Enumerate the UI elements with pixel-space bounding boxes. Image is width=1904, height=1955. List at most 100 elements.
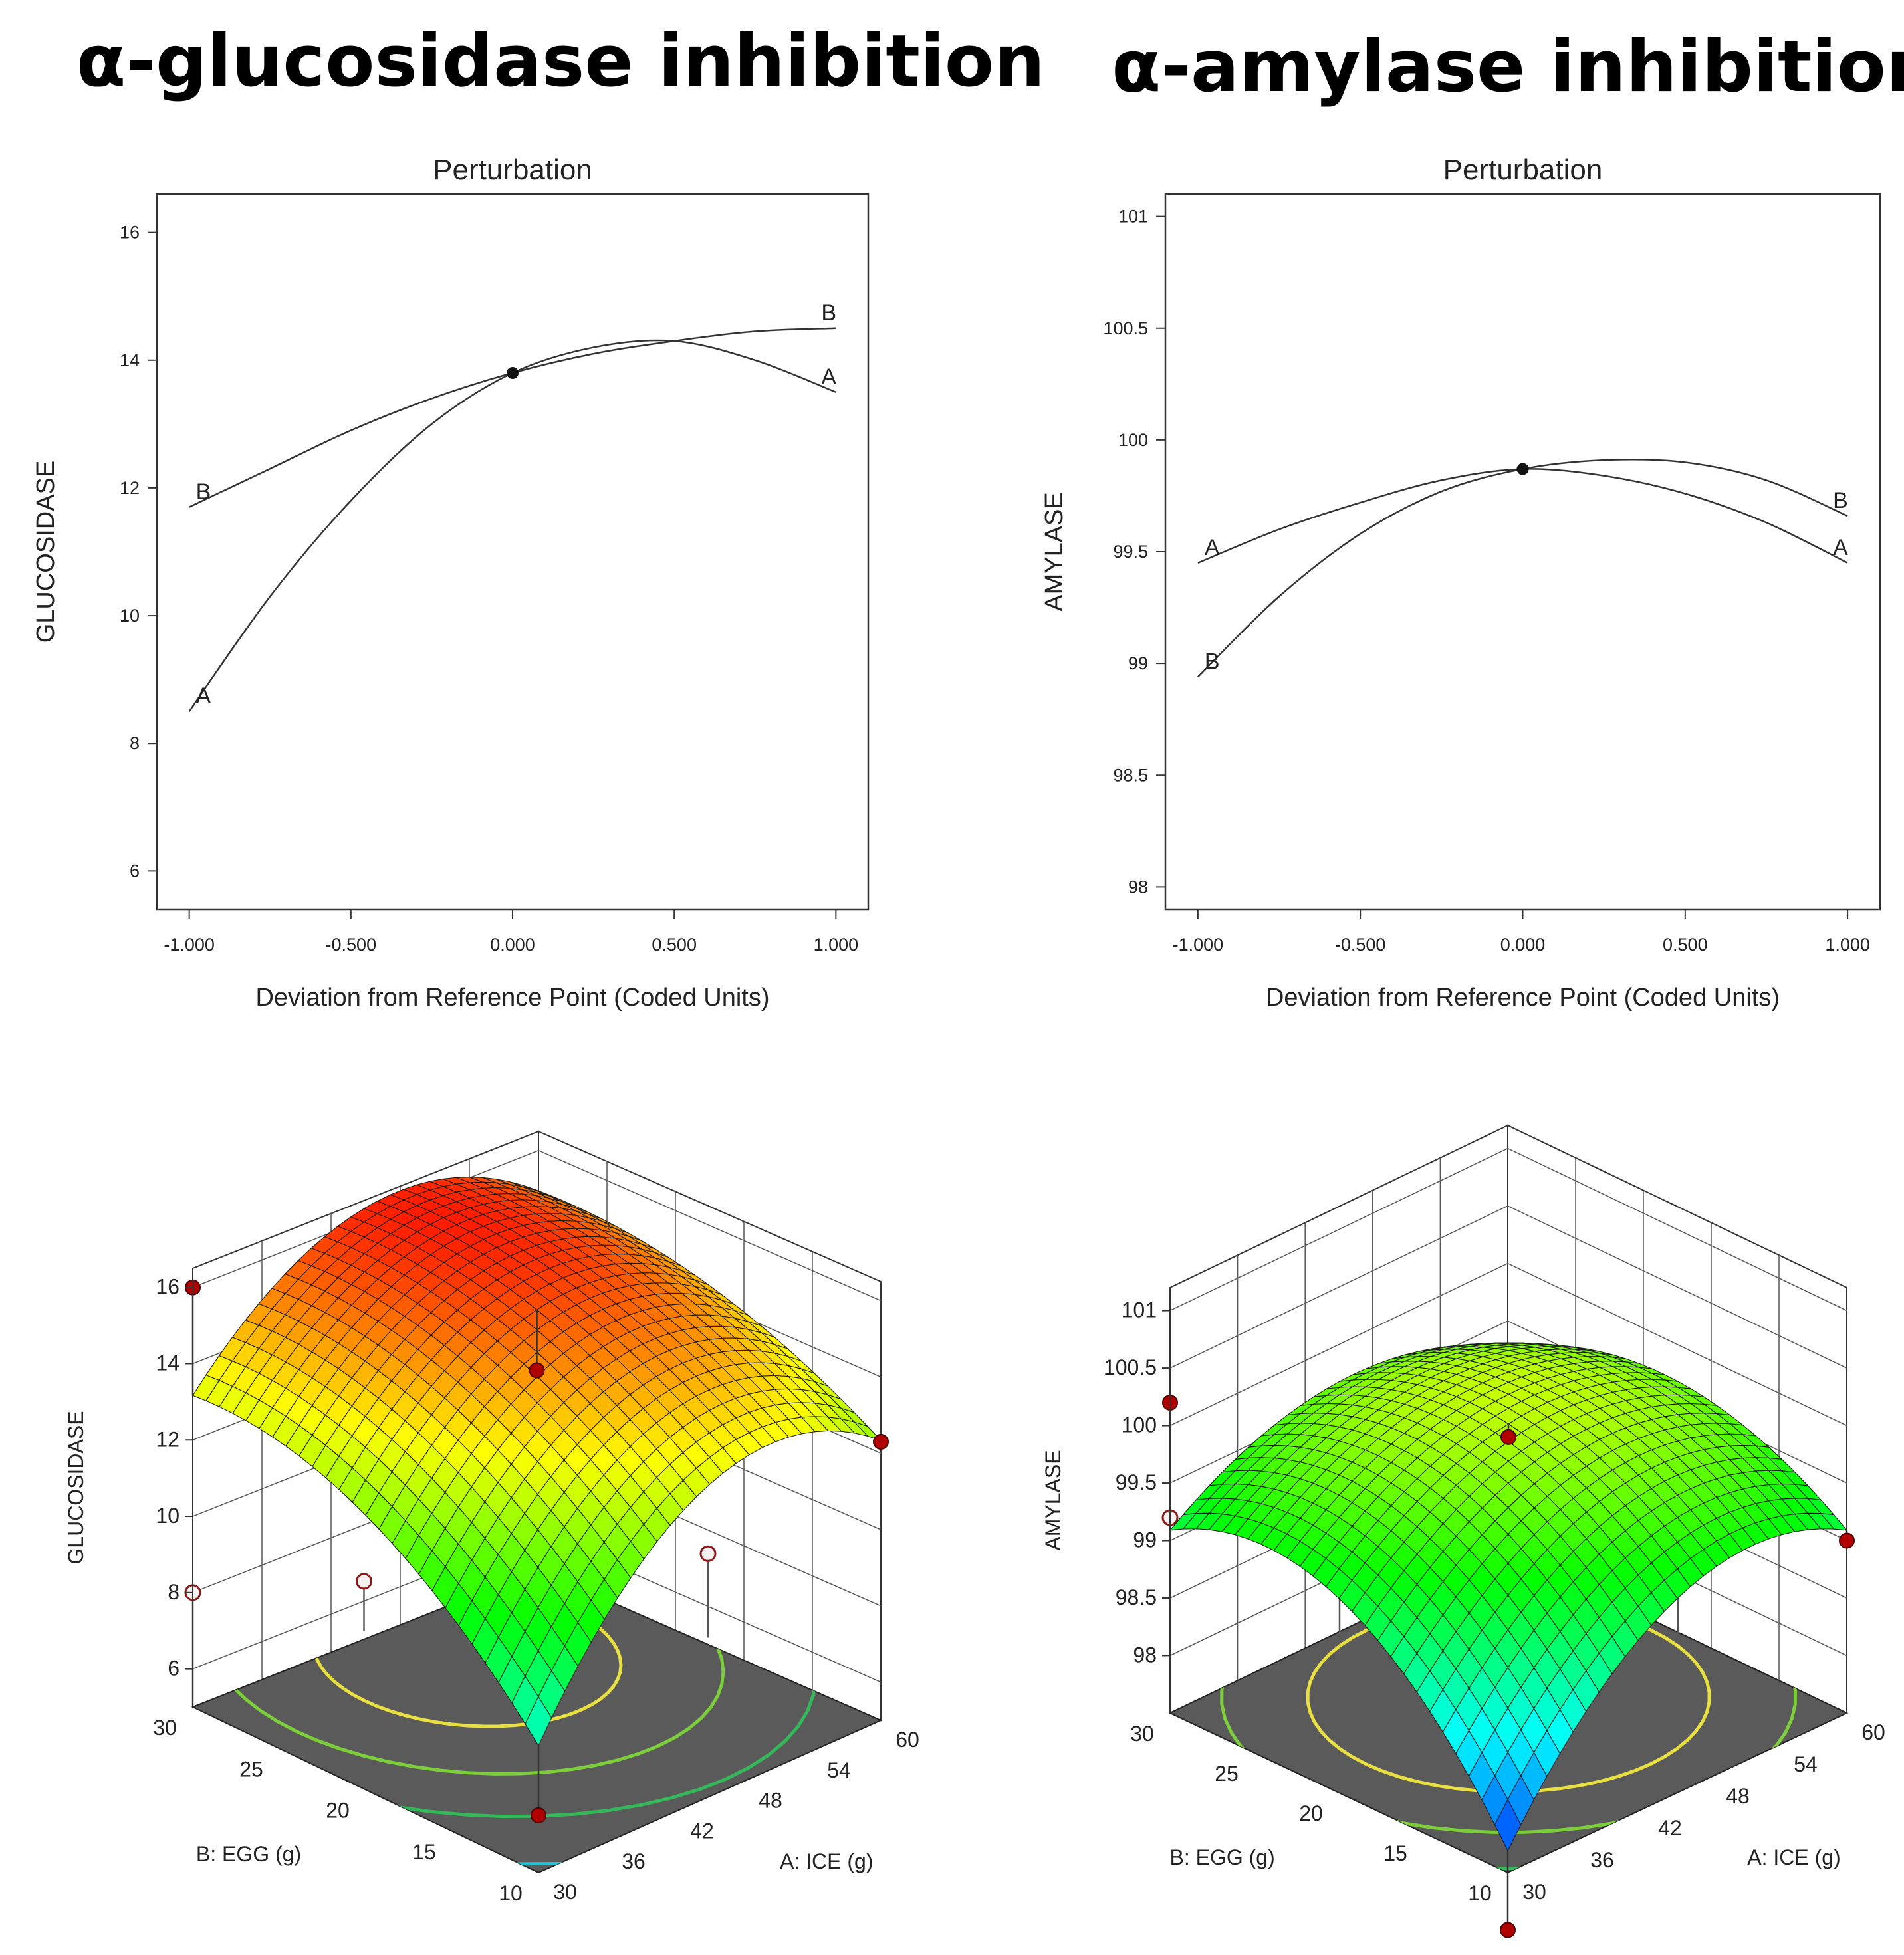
z-tick-label: 10: [156, 1504, 179, 1528]
design-point-above: [531, 1807, 546, 1823]
b-tick-label: 15: [412, 1840, 436, 1864]
b-tick-label: 25: [239, 1757, 263, 1781]
y-tick-label: 99.5: [1113, 542, 1148, 562]
a-tick-label: 54: [827, 1758, 851, 1782]
y-tick-label: 12: [120, 478, 140, 498]
response-surface: [192, 1177, 882, 1747]
curve-label-start: A: [196, 683, 211, 709]
glu-3d-plot: 6 8 10 12 14 16 GLUCOSIDASE 30 36 42 48 54 60 A: ICE …: [64, 1130, 919, 1905]
a-tick-label: 42: [1658, 1816, 1682, 1840]
curve-a: [1197, 468, 1848, 564]
y-tick-label: 100: [1118, 430, 1148, 450]
reference-point: [507, 367, 519, 379]
a-tick-label: 48: [759, 1789, 782, 1813]
curve-label-start: B: [196, 479, 211, 505]
design-point-above: [1500, 1922, 1516, 1938]
y-axis-title: GLUCOSIDASE: [32, 461, 60, 643]
x-tick-label: -1.000: [1173, 935, 1224, 955]
plot-frame: [1164, 193, 1881, 911]
z-tick-label: 8: [168, 1580, 179, 1604]
z-tick-label: 14: [156, 1351, 179, 1375]
left-panel-title: α-glucosidase inhibition: [76, 20, 1045, 103]
a-tick-label: 60: [895, 1728, 919, 1752]
y-tick-label: 98.5: [1113, 765, 1148, 785]
wall-gridline: [1169, 1147, 1847, 1312]
curve-label-start: A: [1205, 535, 1220, 560]
plot-frame: [156, 193, 870, 911]
amy-3d-plot: 98 98.5 99 99.5 100 100.5 101 AMYLASE 30 36 42 48 54…: [1041, 1124, 1885, 1938]
y-tick-label: 100.5: [1103, 318, 1148, 338]
y-tick-label: 101: [1118, 207, 1148, 227]
b-tick-label: 10: [1468, 1881, 1492, 1905]
z-tick-label: 101: [1122, 1298, 1157, 1322]
a-tick-label: 60: [1861, 1720, 1885, 1744]
response-surface: [1169, 1342, 1848, 1852]
plot-title: Perturbation: [1443, 154, 1603, 186]
surface-patch: [1494, 1799, 1522, 1852]
y-tick-label: 14: [120, 350, 140, 370]
a-tick-label: 36: [622, 1849, 646, 1873]
b-tick-label: 30: [1130, 1722, 1154, 1746]
a-tick-label: 36: [1590, 1848, 1614, 1872]
z-tick-label: 100: [1122, 1413, 1157, 1437]
x-tick-label: 0.500: [652, 935, 697, 955]
a-tick-label: 42: [690, 1819, 714, 1843]
z-tick-label: 12: [156, 1427, 179, 1451]
y-tick-label: 98: [1128, 877, 1148, 897]
wall-gridline: [192, 1149, 882, 1302]
design-point-above: [529, 1362, 545, 1379]
plot-title: Perturbation: [433, 154, 592, 186]
curve-a: [188, 339, 836, 712]
right-panel-title: α-amylase inhibition: [1112, 25, 1904, 108]
curve-b: [1197, 458, 1848, 678]
y-tick-label: 10: [120, 606, 140, 626]
z-tick-label: 98: [1133, 1643, 1157, 1667]
z-axis-title: GLUCOSIDASE: [64, 1411, 88, 1564]
z-tick-label: 6: [168, 1657, 179, 1680]
x-axis-title: Deviation from Reference Point (Coded Un…: [255, 984, 769, 1012]
z-tick-label: 99.5: [1116, 1470, 1157, 1494]
z-tick-label: 16: [156, 1275, 179, 1299]
x-tick-label: -0.500: [326, 935, 377, 955]
contour-line: [209, 1570, 725, 1776]
wall-gridline: [1169, 1262, 1847, 1427]
z-axis-title: AMYLASE: [1041, 1450, 1065, 1550]
y-tick-label: 16: [120, 223, 140, 243]
design-point-above: [1500, 1429, 1516, 1445]
z-tick-label: 100.5: [1104, 1355, 1157, 1379]
b-tick-label: 10: [499, 1881, 523, 1905]
amy-pert-plot: Perturbation -1.000 -0.500 0.000 0.500 1.000 9…: [1040, 154, 1881, 1012]
b-axis-title: B: EGG (g): [1169, 1845, 1274, 1869]
a-tick-label: 30: [553, 1880, 577, 1904]
x-tick-label: -0.500: [1335, 935, 1386, 955]
x-tick-label: 0.500: [1663, 935, 1708, 955]
b-tick-label: 20: [1299, 1801, 1323, 1825]
design-point-below: [356, 1573, 372, 1590]
y-axis-title: AMYLASE: [1040, 492, 1068, 612]
curve-label-end: A: [821, 364, 836, 390]
curve-label-end: B: [821, 300, 836, 326]
design-point-below: [699, 1545, 717, 1562]
curve-label-start: B: [1205, 649, 1220, 674]
b-tick-label: 30: [153, 1716, 177, 1740]
surface-patch: [525, 1696, 552, 1747]
y-tick-label: 6: [130, 861, 140, 881]
x-axis-title: Deviation from Reference Point (Coded Un…: [1266, 984, 1780, 1012]
x-tick-label: -1.000: [164, 935, 215, 955]
wall-gridline: [1169, 1205, 1847, 1369]
a-axis-title: A: ICE (g): [1747, 1845, 1840, 1869]
x-tick-label: 0.000: [490, 935, 535, 955]
x-tick-label: 1.000: [814, 935, 859, 955]
glu-pert-plot: Perturbation -1.000 -0.500 0.000 0.500 1.000 6…: [32, 154, 870, 1012]
b-tick-label: 15: [1383, 1841, 1407, 1865]
a-axis-title: A: ICE (g): [780, 1849, 873, 1873]
b-axis-title: B: EGG (g): [196, 1842, 301, 1866]
b-tick-label: 25: [1215, 1762, 1239, 1785]
y-tick-label: 99: [1128, 653, 1148, 673]
z-tick-label: 98.5: [1116, 1585, 1157, 1609]
design-point-above: [873, 1434, 889, 1450]
x-tick-label: 0.000: [1500, 935, 1546, 955]
x-tick-label: 1.000: [1825, 935, 1870, 955]
design-point-above: [1839, 1532, 1855, 1549]
